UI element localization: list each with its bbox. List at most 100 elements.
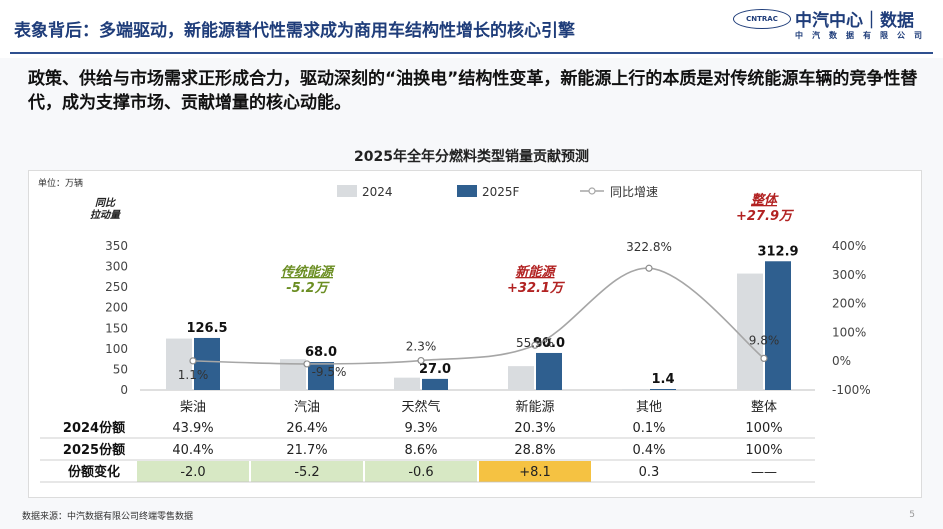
bar-2024 [737,273,763,390]
legend-swatch-2025f [457,185,477,197]
share-row-label: 2025份额 [63,442,125,458]
bar-2025f [765,261,791,390]
share-change-cell-bg [365,461,477,482]
legend-label-growth: 同比增速 [610,185,658,199]
page-number: 5 [909,510,915,520]
bar-2024 [166,338,192,390]
intro-text: 政策、供给与市场需求正形成合力，驱动深刻的“油换电”结构性变革，新能源上行的本质… [28,69,918,113]
share-cell: 0.3 [639,465,660,480]
growth-value-label: 322.8% [626,240,672,254]
y-left-tick-label: 150 [105,321,128,335]
bar-2025f [194,337,220,390]
share-cell: 9.3% [404,421,437,436]
company-logo: CNTRAC 中汽中心｜数据 中汽数据有限公司 [733,4,929,46]
annotation-text: 传统能源 [281,264,336,280]
y-right-tick-label: 200% [832,297,866,311]
growth-point [417,356,425,365]
growth-value-label: 1.1% [178,368,209,382]
share-cell: -2.0 [180,465,205,480]
share-cell: —— [751,465,777,480]
share-cell: 40.4% [172,443,213,458]
share-cell: 0.1% [632,421,665,436]
share-cell: +8.1 [519,465,551,480]
share-change-cell-bg [251,461,363,482]
category-label: 汽油 [294,400,320,415]
unit-label: 单位：万辆 [38,177,83,189]
bar-value-label: 126.5 [186,321,227,336]
y-right-tick-label: 100% [832,325,866,339]
share-cell: 28.8% [514,443,555,458]
y-left-tick-label: 200 [105,301,128,315]
growth-line [192,267,765,365]
share-cell: 26.4% [286,421,327,436]
bar-2025f [308,362,334,390]
bar-value-label: 1.4 [651,372,674,387]
bar-2024 [508,366,534,390]
growth-value-label: 9.8% [749,333,780,347]
share-cell: 100% [745,443,782,458]
bar-value-label: 90.0 [533,336,565,351]
growth-point [303,360,311,368]
source-footnote: 数据来源：中汽数据有限公司终端零售数据 [22,512,194,522]
growth-value-label: 2.3% [406,340,437,354]
bar-2025f [536,352,562,390]
category-label: 天然气 [401,399,440,415]
bar-2024 [622,389,648,390]
category-label: 新能源 [515,399,554,415]
legend-swatch-2024 [337,185,357,197]
share-cell: -0.6 [408,465,433,480]
bar-2024 [394,377,420,390]
bar-value-label: 68.0 [305,345,337,360]
growth-point [189,357,197,365]
growth-point [531,341,539,349]
annotation-text: +27.9万 [736,209,795,224]
annotation-text: 新能源 [515,264,557,280]
y-right-tick-label: 0% [832,354,851,368]
y-right-tick-label: 400% [832,239,866,253]
header-bar: 表象背后：多端驱动，新能源替代性需求成为商用车结构性增长的核心引擎 CNTRAC… [0,0,943,58]
annotation-text: -5.2万 [286,281,330,296]
page-title: 表象背后：多端驱动，新能源替代性需求成为商用车结构性增长的核心引擎 [14,21,575,41]
bar-2025f [650,389,676,390]
header-divider [10,52,933,54]
chart-title: 2025年全年分燃料类型销量贡献预测 [354,149,589,165]
y-left-tick-label: 50 [113,362,128,376]
legend-label-2024: 2024 [362,185,393,199]
y-left-tick-label: 350 [105,239,128,253]
growth-value-label: -9.5% [312,365,347,379]
share-cell: 100% [745,421,782,436]
y-right-tick-label: -100% [832,383,871,397]
share-cell: 8.6% [404,443,437,458]
logo-subtitle: 中汽数据有限公司 [795,31,931,40]
bar-2025f [422,378,448,390]
category-label: 其他 [636,400,662,415]
category-label: 柴油 [180,400,206,415]
share-row-label: 份额变化 [68,464,120,480]
annotation-text: +32.1万 [507,281,566,296]
growth-point [645,264,653,272]
left-axis-title-line: 拉动量 [90,209,122,221]
share-cell: 21.7% [286,443,327,458]
y-left-tick-label: 0 [120,383,128,397]
y-left-tick-label: 250 [105,280,128,294]
share-cell: 0.4% [632,443,665,458]
legend-marker-growth [588,187,596,195]
left-axis-title-line: 同比 [95,197,117,209]
legend-label-2025f: 2025F [482,185,520,199]
share-change-cell-bg [479,461,591,482]
share-row-label: 2024份额 [63,420,125,436]
share-cell: -5.2 [294,465,319,480]
share-cell: 20.3% [514,421,555,436]
annotation-text: 整体 [751,192,779,208]
logo-name: 中汽中心｜数据 [795,11,914,31]
y-right-tick-label: 300% [832,268,866,282]
y-left-tick-label: 100 [105,342,128,356]
share-change-cell-bg [137,461,249,482]
bar-value-label: 312.9 [757,244,798,259]
growth-value-label: 55.5% [516,336,554,350]
logo-badge: CNTRAC [733,9,791,29]
growth-point [760,354,768,362]
y-left-tick-label: 300 [105,260,128,274]
category-label: 整体 [751,400,777,415]
